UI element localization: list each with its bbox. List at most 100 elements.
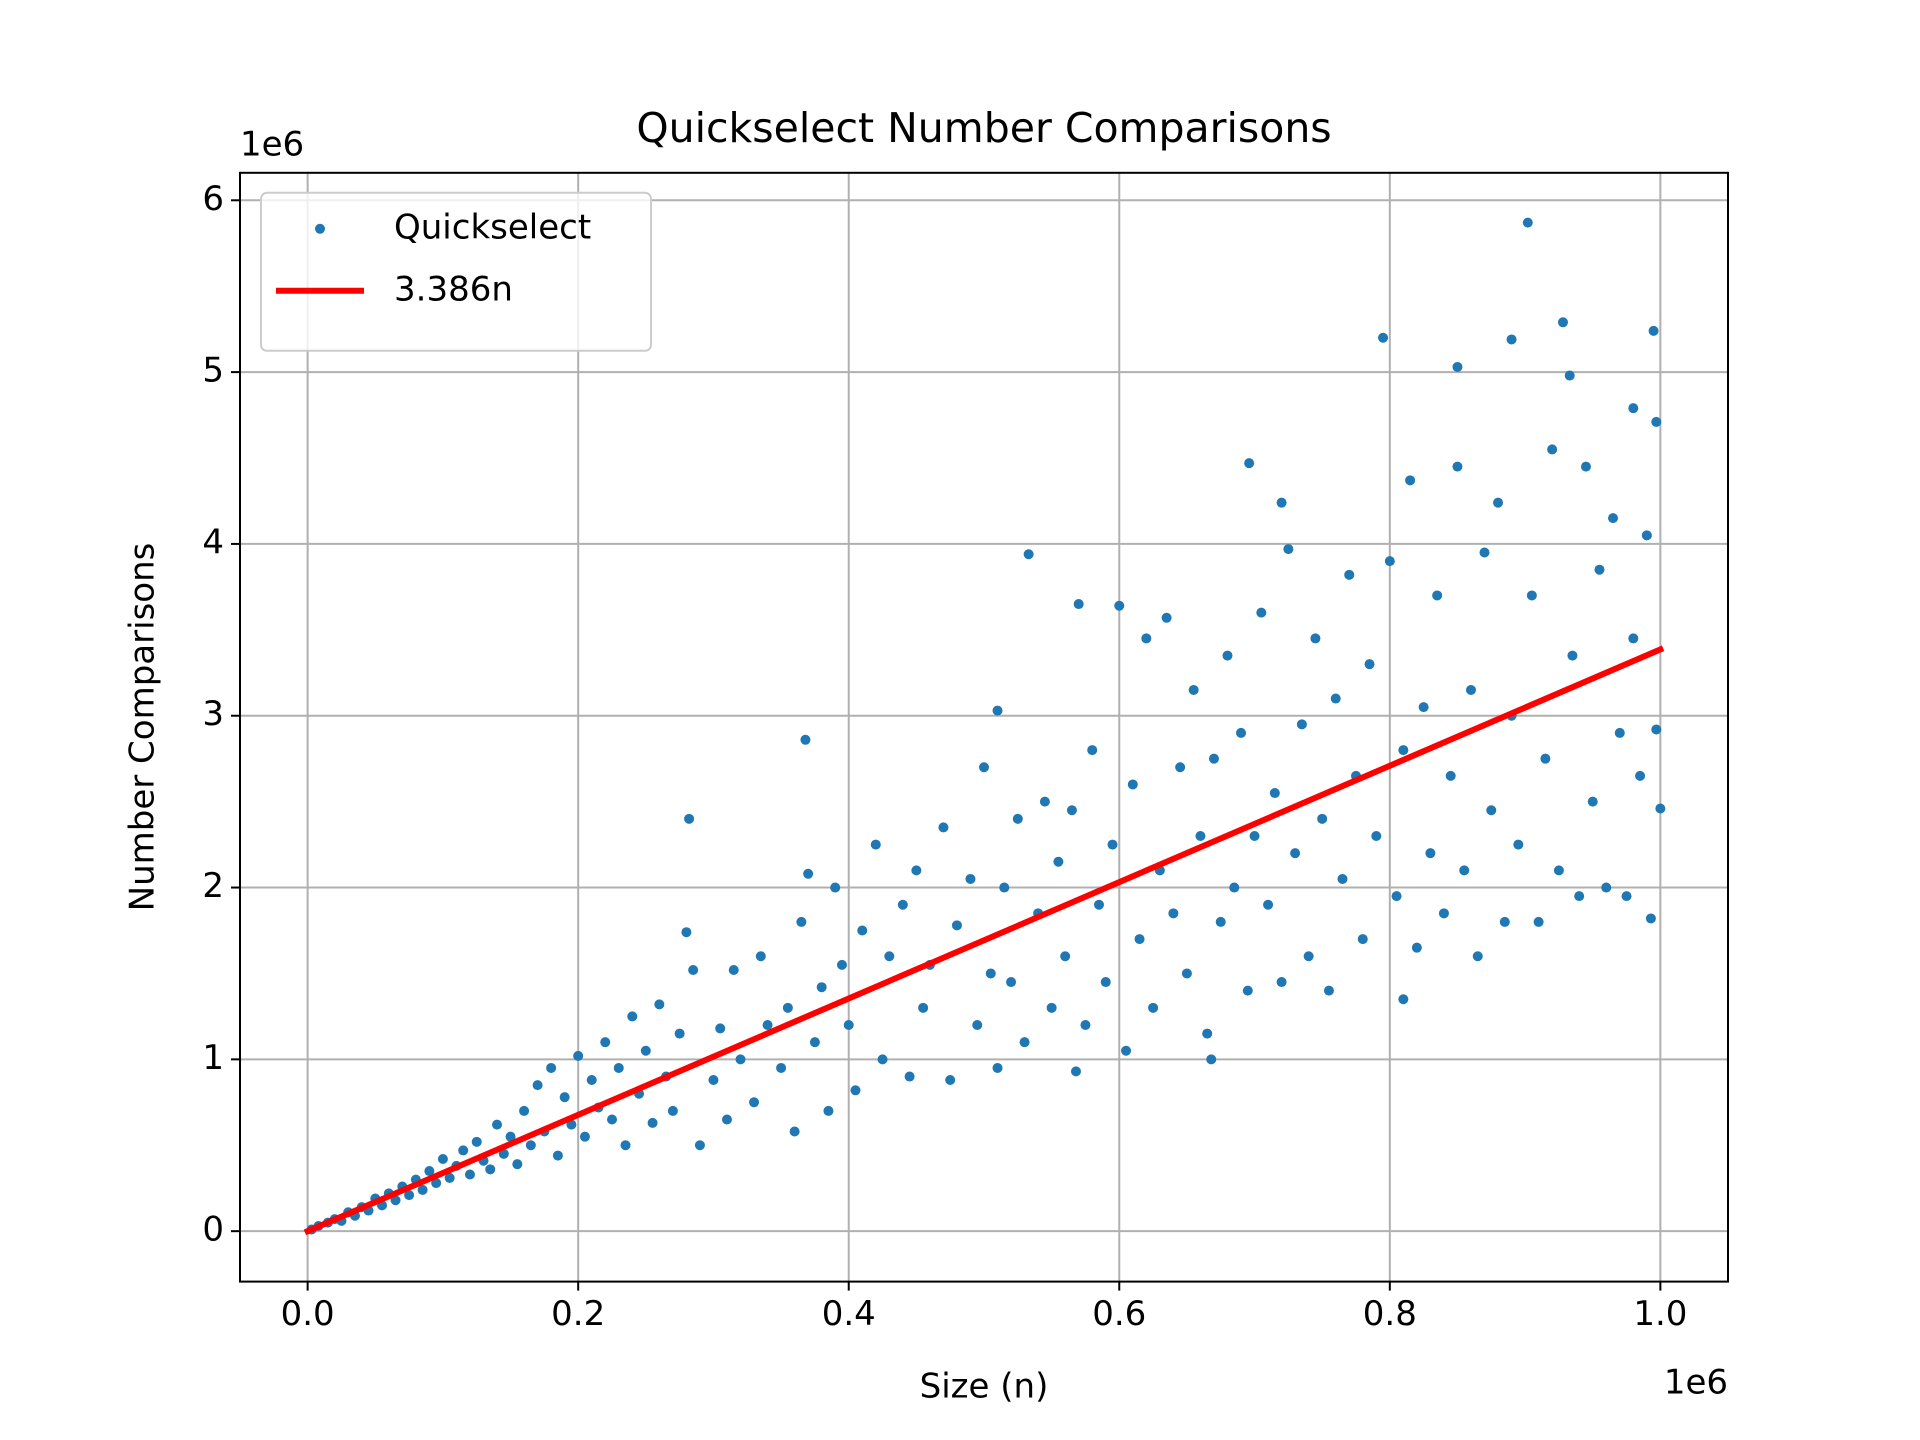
data-point xyxy=(911,865,922,876)
grid xyxy=(240,172,1728,1282)
data-point xyxy=(1161,612,1172,623)
data-point xyxy=(1276,497,1287,508)
data-point xyxy=(1364,659,1375,670)
data-point xyxy=(1472,951,1483,962)
data-point xyxy=(640,1045,651,1056)
data-point xyxy=(1526,590,1537,601)
data-point xyxy=(1208,753,1219,764)
data-point xyxy=(1181,968,1192,979)
data-point xyxy=(620,1140,631,1151)
data-point xyxy=(694,1140,705,1151)
y-axis-label: Number Comparisons xyxy=(123,543,163,912)
data-point xyxy=(789,1126,800,1137)
data-point xyxy=(1522,217,1533,228)
data-point xyxy=(708,1074,719,1085)
data-point xyxy=(1269,788,1280,799)
data-point xyxy=(1188,684,1199,695)
data-point xyxy=(1344,569,1355,580)
data-point xyxy=(1242,985,1253,996)
data-point xyxy=(1303,951,1314,962)
data-point xyxy=(830,882,841,893)
data-point xyxy=(938,822,949,833)
data-point xyxy=(681,927,692,938)
data-point xyxy=(800,734,811,745)
data-point xyxy=(870,839,881,850)
data-point xyxy=(1229,882,1240,893)
data-point xyxy=(1134,934,1145,945)
data-point xyxy=(1432,590,1443,601)
data-point xyxy=(1046,1002,1057,1013)
data-point xyxy=(684,813,695,824)
data-point xyxy=(566,1119,577,1130)
data-point xyxy=(1290,848,1301,859)
data-point xyxy=(1100,977,1111,988)
data-point xyxy=(1621,891,1632,902)
data-point xyxy=(613,1062,624,1073)
y-offset-label: 1e6 xyxy=(240,125,304,165)
data-point xyxy=(945,1074,956,1085)
data-point xyxy=(586,1074,597,1085)
data-point xyxy=(897,899,908,910)
data-point xyxy=(1608,513,1619,524)
x-tick-label: 0.6 xyxy=(1092,1294,1146,1334)
data-point xyxy=(1168,908,1179,919)
data-point xyxy=(1411,942,1422,953)
data-point xyxy=(850,1085,861,1096)
x-tick-label: 0.4 xyxy=(822,1294,876,1334)
data-point xyxy=(579,1131,590,1142)
y-tick-label: 2 xyxy=(202,866,224,906)
data-point xyxy=(573,1050,584,1061)
data-point xyxy=(1580,461,1591,472)
data-point xyxy=(1236,727,1247,738)
data-point xyxy=(424,1166,435,1177)
data-point xyxy=(1553,865,1564,876)
data-point xyxy=(715,1023,726,1034)
data-point xyxy=(1655,803,1666,814)
data-point xyxy=(505,1131,516,1142)
data-point xyxy=(735,1054,746,1065)
data-point xyxy=(843,1019,854,1030)
fit-line xyxy=(303,645,1665,1236)
x-axis-label: Size (n) xyxy=(920,1367,1049,1407)
data-point xyxy=(444,1172,455,1183)
data-point xyxy=(1114,600,1125,611)
data-point xyxy=(512,1159,523,1170)
data-point xyxy=(979,762,989,773)
data-point xyxy=(1384,556,1395,567)
data-point xyxy=(762,1019,773,1030)
data-point xyxy=(1244,458,1255,469)
data-point xyxy=(1206,1054,1217,1065)
data-point xyxy=(1465,684,1476,695)
data-point xyxy=(1564,370,1575,381)
data-point xyxy=(1317,813,1328,824)
data-point xyxy=(816,982,827,993)
data-point xyxy=(823,1105,834,1116)
legend: Quickselect 3.386n xyxy=(260,191,652,352)
data-point xyxy=(1080,1019,1091,1030)
data-point xyxy=(1540,753,1551,764)
y-tick-label: 6 xyxy=(202,179,224,219)
chart-title: Quickselect Number Comparisons xyxy=(636,104,1331,152)
data-point xyxy=(1060,951,1071,962)
data-point xyxy=(1276,977,1287,988)
data-point xyxy=(884,951,895,962)
data-point xyxy=(1601,882,1612,893)
data-point xyxy=(1121,1045,1132,1056)
data-point xyxy=(1628,633,1639,644)
data-point xyxy=(1486,805,1497,816)
data-point xyxy=(1628,403,1639,414)
data-point xyxy=(546,1062,557,1073)
data-point xyxy=(1398,745,1409,756)
data-point xyxy=(992,1062,1003,1073)
legend-label: Quickselect xyxy=(394,207,591,247)
data-point xyxy=(674,1028,685,1039)
data-point xyxy=(390,1195,401,1206)
data-point xyxy=(1066,805,1077,816)
data-point xyxy=(1594,564,1605,575)
data-point xyxy=(972,1019,983,1030)
data-point xyxy=(1459,865,1470,876)
data-point xyxy=(1323,985,1334,996)
x-offset-label: 1e6 xyxy=(1664,1363,1728,1403)
data-point xyxy=(755,951,766,962)
